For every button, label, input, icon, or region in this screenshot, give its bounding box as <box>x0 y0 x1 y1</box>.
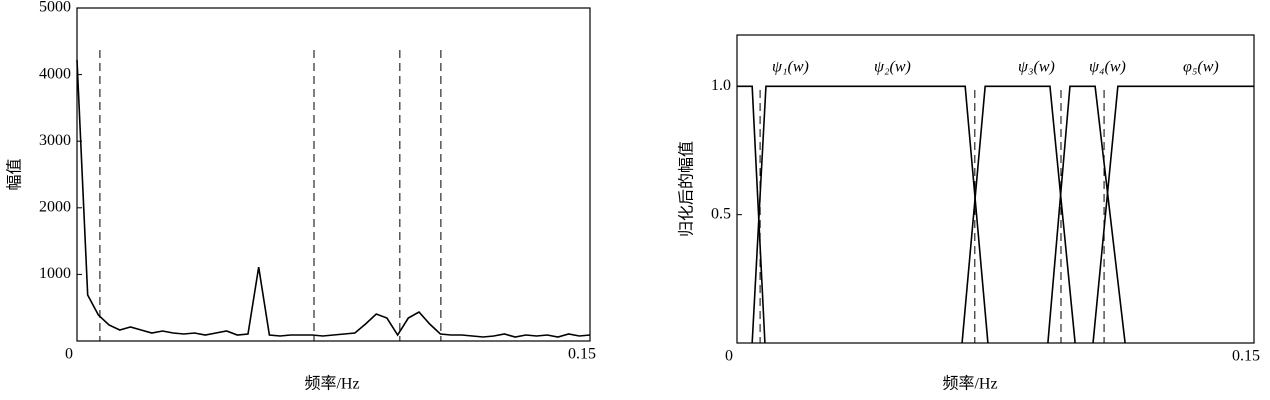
data-line <box>1047 85 1126 344</box>
data-line <box>76 59 591 338</box>
data-line <box>1092 85 1254 344</box>
x-tick-label: 0 <box>725 348 733 365</box>
x-axis-label: 频率/Hz <box>304 375 359 393</box>
subplot: 0.5 1.0 0 0.15 频率/Hz 归化后的幅值 ψ₁(w) ψ₂(w) ψ₃(w) ψ₄(… <box>678 34 1260 393</box>
y-tick-label: 3000 <box>39 132 71 149</box>
y-tick-label: 0.5 <box>711 205 731 222</box>
y-tick-label: 1000 <box>39 265 71 282</box>
series-label: φ₅(w) <box>1183 59 1219 76</box>
series-label: ψ₁(w) <box>772 59 809 76</box>
x-axis-label: 频率/Hz <box>942 375 997 393</box>
data-line <box>751 85 989 344</box>
plot-frame <box>76 7 591 342</box>
series-label: ψ₃(w) <box>1018 59 1055 76</box>
x-tick-label: 0.15 <box>1232 348 1260 365</box>
y-tick-label: 5000 <box>39 0 71 16</box>
y-axis-label: 幅值 <box>6 158 24 190</box>
y-tick-label: 1.0 <box>711 77 731 94</box>
y-tick-label: 4000 <box>39 65 71 82</box>
series-label: ψ₂(w) <box>874 59 911 76</box>
subplot: 1000 2000 3000 4000 5000 0 0.15 频率/Hz 幅值 <box>6 0 596 393</box>
y-axis-label: 归化后的幅值 <box>678 141 696 237</box>
data-line <box>961 85 1076 344</box>
x-tick-label: 0 <box>65 346 73 363</box>
data-line <box>737 85 766 344</box>
x-tick-label: 0.15 <box>568 346 596 363</box>
series-label: ψ₄(w) <box>1089 59 1126 76</box>
y-tick-label: 2000 <box>39 198 71 215</box>
plot-frame <box>736 34 1255 344</box>
